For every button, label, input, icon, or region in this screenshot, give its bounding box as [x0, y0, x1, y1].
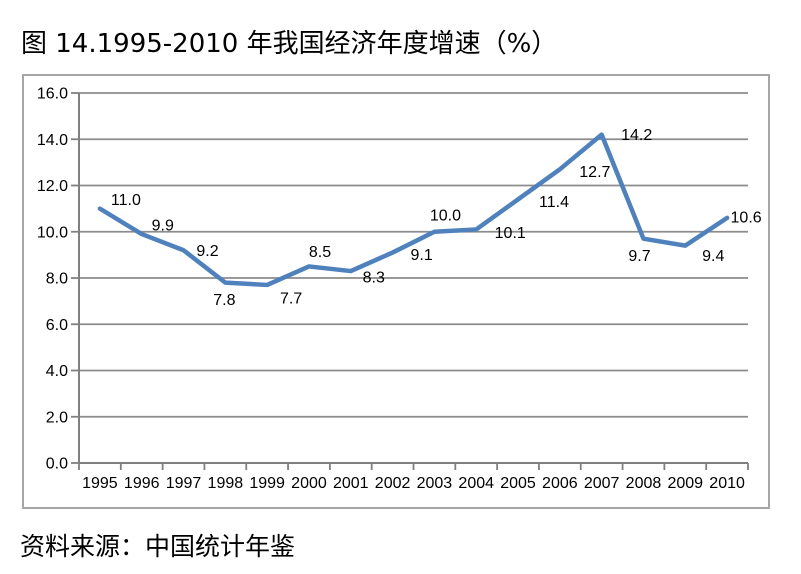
y-tick-label: 14.0 [37, 132, 68, 149]
x-tick-label: 1995 [82, 475, 118, 492]
y-tick-label: 12.0 [37, 178, 68, 195]
data-label: 10.1 [495, 225, 526, 242]
y-tick-label: 16.0 [37, 86, 68, 103]
x-tick-label: 1998 [208, 475, 244, 492]
data-label: 9.2 [196, 243, 218, 260]
x-tick-label: 2003 [417, 475, 453, 492]
x-tick-label: 1997 [166, 475, 202, 492]
data-label: 9.4 [702, 248, 724, 265]
y-tick-label: 2.0 [46, 409, 68, 426]
x-tick-label: 2006 [542, 475, 578, 492]
data-label: 9.9 [152, 218, 174, 235]
data-label: 9.7 [628, 248, 650, 265]
series-line [97, 132, 730, 288]
data-label: 11.0 [111, 192, 141, 209]
source-note: 资料来源：中国统计年鉴 [20, 532, 296, 561]
data-label: 7.7 [280, 290, 302, 307]
data-label: 12.7 [579, 164, 610, 181]
x-tick-label: 2004 [458, 475, 494, 492]
x-tick-label: 2007 [584, 475, 620, 492]
x-tick-label: 2005 [500, 475, 536, 492]
data-label: 10.0 [430, 207, 461, 224]
y-tick-label: 10.0 [37, 224, 68, 241]
x-tick-label: 2002 [375, 475, 411, 492]
y-tick-label: 6.0 [46, 317, 68, 334]
data-label: 10.6 [731, 209, 762, 226]
x-tick-label: 2000 [291, 475, 327, 492]
data-label: 9.1 [410, 247, 432, 264]
data-label: 8.5 [309, 244, 331, 261]
data-label: 14.2 [621, 127, 652, 144]
x-tick-label: 2010 [709, 475, 745, 492]
y-tick-label: 8.0 [46, 271, 68, 288]
data-label: 11.4 [539, 194, 569, 211]
x-tick-label: 2008 [626, 475, 662, 492]
y-tick-label: 4.0 [46, 363, 68, 380]
x-tick-label: 1996 [124, 475, 160, 492]
data-label: 8.3 [363, 270, 385, 287]
data-label: 7.8 [213, 292, 235, 309]
chart-title: 图 14.1995-2010 年我国经济年度增速（%） [21, 29, 558, 59]
x-tick-label: 2009 [667, 475, 703, 492]
y-tick-label: 0.0 [46, 456, 68, 473]
chart-frame: 0.0 2.0 4.0 6.0 8.0 10.0 12.0 14.0 16.0 1995 1996 1… [22, 74, 770, 509]
x-tick-label: 2001 [333, 475, 369, 492]
x-tick-label: 1999 [249, 475, 285, 492]
line-chart: 0.0 2.0 4.0 6.0 8.0 10.0 12.0 14.0 16.0 1995 1996 1… [37, 86, 762, 493]
